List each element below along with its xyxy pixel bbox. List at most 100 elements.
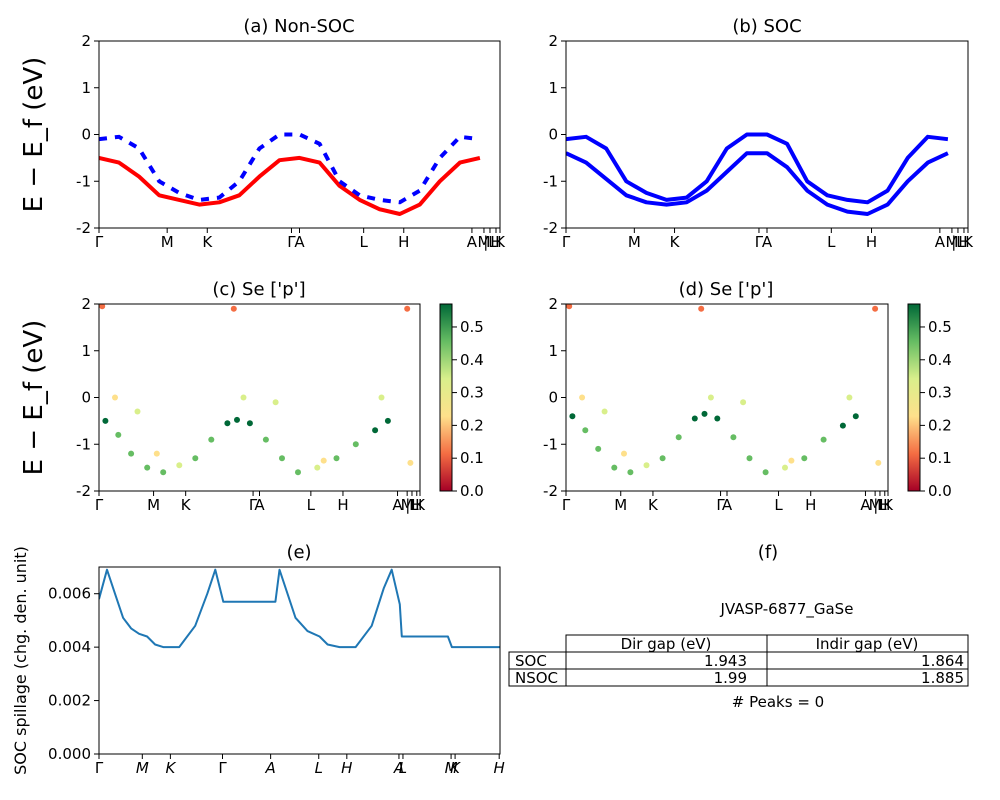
data-point xyxy=(144,464,151,471)
x-tick-label: Γ xyxy=(562,233,571,251)
y-tick-label: 1 xyxy=(81,342,91,360)
data-point xyxy=(99,304,106,310)
data-point xyxy=(621,450,627,457)
y-tick-label: 0 xyxy=(81,389,91,407)
colorbar-tick-label: 0.1 xyxy=(460,449,484,467)
data-point xyxy=(659,455,666,462)
x-tick-label: H xyxy=(341,759,352,777)
data-point xyxy=(875,459,882,466)
x-tick-label: Γ xyxy=(249,496,258,514)
data-point xyxy=(378,394,385,401)
x-tick-label: K xyxy=(415,496,426,514)
axes-frame xyxy=(98,40,501,229)
x-tick-label: K xyxy=(963,233,974,251)
data-point xyxy=(782,464,788,471)
x-tick-label: |L xyxy=(483,233,497,251)
data-point xyxy=(272,399,279,406)
series-line-0 xyxy=(566,151,949,216)
x-tick-label: K xyxy=(181,496,192,514)
x-tick-label: Γ xyxy=(755,233,764,251)
data-point xyxy=(698,305,705,312)
data-point xyxy=(801,455,808,462)
x-tick-label: Γ xyxy=(287,233,296,251)
table-row-label-nsoc: NSOC xyxy=(515,669,558,687)
data-point xyxy=(352,441,359,448)
colorbar xyxy=(439,303,453,492)
y-tick-label: 1 xyxy=(548,342,558,360)
y-tick-label: -2 xyxy=(543,482,558,500)
colorbar-tick-label: 0.3 xyxy=(928,384,952,402)
y-tick-label: -2 xyxy=(76,219,91,237)
x-tick-label: A xyxy=(254,496,265,514)
x-tick-label: A xyxy=(294,233,305,251)
x-tick-label: |L xyxy=(405,496,419,514)
y-tick-label: 0 xyxy=(548,126,558,144)
x-tick-label: M xyxy=(628,233,641,251)
series-line-1 xyxy=(566,132,949,205)
data-point xyxy=(295,469,301,476)
x-tick-label: K xyxy=(202,233,213,251)
colorbar-tick-label: 0.2 xyxy=(928,416,952,434)
data-point xyxy=(160,469,167,476)
y-tick-label: 0.004 xyxy=(48,638,91,656)
data-point xyxy=(566,304,573,310)
y-axis-label: E − E_f (eV) xyxy=(19,320,49,476)
series-line-1 xyxy=(99,132,481,205)
data-point xyxy=(762,469,769,476)
colorbar-tick-label: 0.4 xyxy=(928,351,952,369)
x-tick-label: A xyxy=(860,496,871,514)
data-point xyxy=(279,455,285,462)
x-tick-label: Γ xyxy=(95,496,104,514)
x-tick-label: K xyxy=(648,496,659,514)
colorbar-tick-label: 0.2 xyxy=(460,416,484,434)
x-tick-label: H xyxy=(879,496,890,514)
x-tick-label: H xyxy=(494,759,505,777)
axes-frame xyxy=(98,566,501,755)
y-tick-label: -1 xyxy=(76,435,91,453)
table-row-label-soc: SOC xyxy=(515,652,547,670)
x-tick-label: M xyxy=(614,496,627,514)
y-tick-label: -2 xyxy=(76,482,91,500)
data-point xyxy=(102,417,109,424)
x-tick-label: H xyxy=(490,233,501,251)
data-point xyxy=(627,469,634,476)
y-tick-label: -1 xyxy=(76,172,91,190)
panel-title: (d) Se ['p'] xyxy=(679,279,774,300)
table-header-dir-gap: Dir gap (eV) xyxy=(621,635,712,653)
x-tick-label: H xyxy=(398,233,409,251)
data-point xyxy=(208,436,215,443)
y-tick-label: 1 xyxy=(548,79,558,97)
data-point xyxy=(707,394,714,401)
axes-frame xyxy=(565,303,889,492)
colorbar-tick-label: 0.5 xyxy=(460,318,484,336)
data-point xyxy=(333,455,340,462)
panel-f-title: (f) xyxy=(758,542,778,563)
table-header-indir-gap: Indir gap (eV) xyxy=(816,635,919,653)
colorbar-tick-label: 0.0 xyxy=(928,482,952,500)
data-point xyxy=(730,434,737,441)
table-cell-soc-indir: 1.864 xyxy=(921,652,964,670)
data-point xyxy=(601,408,608,415)
y-tick-label: 2 xyxy=(81,32,91,50)
data-point xyxy=(839,422,846,429)
data-point xyxy=(691,415,698,422)
data-layer xyxy=(99,568,500,649)
panel-f: (f) JVASP-6877_GaSe Dir gap (eV) Indir g… xyxy=(508,542,969,711)
y-axis-label: SOC spillage (chg. den. unit) xyxy=(11,546,30,775)
x-tick-label: A xyxy=(392,496,403,514)
data-point xyxy=(176,462,183,469)
y-tick-label: -1 xyxy=(543,172,558,190)
data-point xyxy=(846,394,853,401)
data-point xyxy=(112,394,118,401)
data-point xyxy=(852,413,859,420)
data-point xyxy=(320,457,327,464)
x-tick-label: |L xyxy=(873,496,887,514)
panel-title: (e) xyxy=(286,542,311,563)
data-point xyxy=(820,436,827,443)
x-tick-label: L xyxy=(359,233,368,251)
data-layer xyxy=(99,132,481,216)
data-point xyxy=(314,464,321,471)
y-tick-label: 0 xyxy=(81,126,91,144)
